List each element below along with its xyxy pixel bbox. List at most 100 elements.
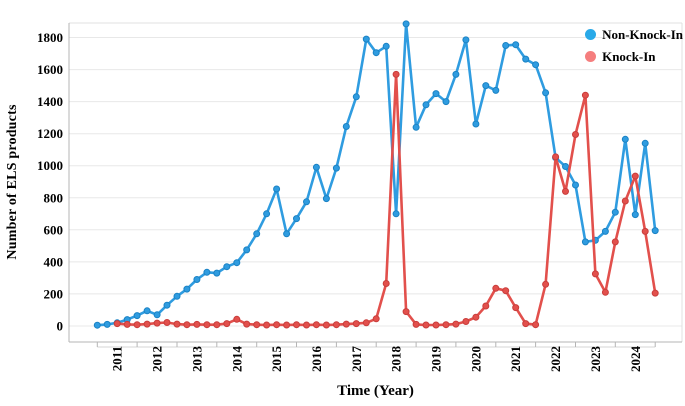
x-tick-label: 2020 [468,346,483,372]
data-point-marker [283,230,291,238]
data-point-marker [542,280,550,288]
y-tick-label: 1000 [37,158,63,173]
data-point-marker [183,285,191,293]
data-point-marker [153,311,161,319]
data-point-marker [332,164,340,172]
y-tick-label: 0 [57,319,64,334]
x-tick-label: 2019 [429,346,444,373]
y-tick-label: 1200 [37,126,63,141]
x-tick-label: 2024 [628,346,643,373]
data-point-marker [522,55,530,63]
data-point-marker [253,321,261,329]
x-tick-labels: 2011 2012 2013 2014 2015 2016 2017 2018 2019 2020… [110,346,643,373]
data-point-marker [552,153,560,161]
x-axis-ticks [96,342,656,348]
data-point-marker [482,82,490,90]
data-point-marker [462,318,470,325]
y-tick-label: 800 [44,190,64,205]
data-point-marker [581,238,589,246]
data-point-marker [372,49,380,57]
data-point-marker [392,210,400,218]
chart-legend: Non-Knock-In Knock-In [585,25,683,66]
data-point-marker [532,61,540,69]
data-point-marker [253,230,261,238]
y-gridlines [69,37,682,327]
data-point-marker [372,315,380,323]
data-point-marker [233,315,241,323]
data-point-marker [472,313,480,321]
data-point-marker [312,321,320,329]
data-point-marker [352,320,360,328]
data-point-marker [562,187,569,195]
data-point-marker [572,131,579,138]
data-point-marker [542,89,550,97]
data-point-marker [462,36,470,44]
data-point-marker [641,139,649,147]
data-point-marker [223,263,231,271]
data-point-marker [402,308,410,316]
data-point-marker [611,238,619,246]
data-point-marker [452,320,460,328]
data-point-marker [601,288,609,296]
x-tick-label: 2012 [150,346,165,372]
data-point-marker [273,185,281,193]
data-point-marker [601,227,609,235]
data-point-marker [203,321,211,329]
non-knock-in-marker-icon [585,29,597,40]
data-point-marker [641,227,649,235]
data-point-marker [322,195,330,203]
data-point-marker [233,259,241,267]
y-tick-label: 1600 [37,62,63,77]
data-point-marker [651,227,659,235]
data-point-marker [442,98,450,106]
y-tick-label: 1800 [37,30,63,45]
x-tick-label: 2023 [588,346,603,373]
data-point-marker [472,120,480,128]
data-point-marker [93,321,101,329]
data-point-marker [243,246,251,254]
x-tick-label: 2013 [189,346,204,373]
data-point-marker [193,276,201,283]
data-point-marker [322,321,330,329]
data-point-marker [452,70,460,78]
x-tick-label: 2014 [229,346,244,373]
data-point-marker [293,321,300,329]
data-point-marker [113,320,121,328]
data-point-marker [611,208,619,216]
legend-label-knock-in: Knock-In [602,48,656,64]
x-tick-label: 2015 [269,346,284,373]
data-point-marker [382,42,390,50]
series-knock-in [113,70,659,329]
data-point-marker [283,321,291,329]
data-point-marker [651,289,659,297]
data-point-marker [631,172,639,180]
data-point-marker [332,321,340,329]
data-point-marker [362,319,370,327]
data-point-marker [133,312,141,320]
data-point-marker [512,304,520,312]
series-non-knock-in [93,20,659,329]
x-axis-title: Time (Year) [337,383,414,399]
knock-in-line [115,73,657,327]
y-tick-labels: 0 200 400 600 800 1000 1200 1400 1600 1800 [37,30,63,334]
x-tick-label: 2017 [349,346,364,373]
data-point-marker [442,321,450,329]
y-tick-label: 1400 [37,94,63,109]
y-tick-label: 600 [44,222,64,237]
data-point-marker [502,42,510,49]
data-point-marker [362,35,370,43]
data-point-marker [213,269,221,277]
x-tick-label: 2011 [110,346,125,371]
data-point-marker [273,321,281,329]
data-point-marker [263,321,271,329]
data-point-marker [193,320,201,328]
y-tick-label: 400 [44,254,64,269]
data-point-marker [532,321,540,329]
data-point-marker [342,123,350,130]
data-point-marker [562,163,569,170]
data-point-marker [581,91,589,99]
data-point-marker [342,320,350,328]
data-point-marker [163,319,171,326]
data-point-marker [432,90,440,98]
data-point-marker [412,123,420,131]
